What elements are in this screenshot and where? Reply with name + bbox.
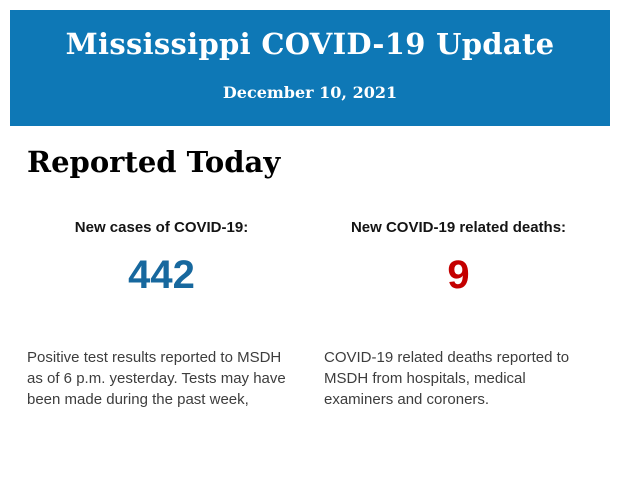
header-banner: Mississippi COVID-19 Update December 10,…: [10, 10, 610, 126]
section-heading: Reported Today: [27, 145, 281, 179]
new-deaths-value: 9: [447, 253, 470, 298]
new-cases-label: New cases of COVID-19:: [74, 219, 249, 237]
new-cases-description: Positive test results reported to MSDH a…: [27, 349, 286, 409]
main-content: Reported Today New cases of COVID-19: 44…: [0, 145, 620, 410]
new-cases-value: 442: [128, 253, 195, 298]
new-deaths-description: COVID-19 related deaths reported to MSDH…: [324, 349, 570, 409]
stat-new-cases: New cases of COVID-19: 442 Positive test…: [27, 219, 296, 410]
header-date: December 10, 2021: [222, 83, 398, 103]
stat-new-deaths: New COVID-19 related deaths: 9 COVID-19 …: [324, 219, 593, 410]
new-deaths-label: New COVID-19 related deaths:: [350, 219, 567, 237]
page-title: Mississippi COVID-19 Update: [65, 27, 555, 61]
stats-row: New cases of COVID-19: 442 Positive test…: [27, 219, 593, 410]
